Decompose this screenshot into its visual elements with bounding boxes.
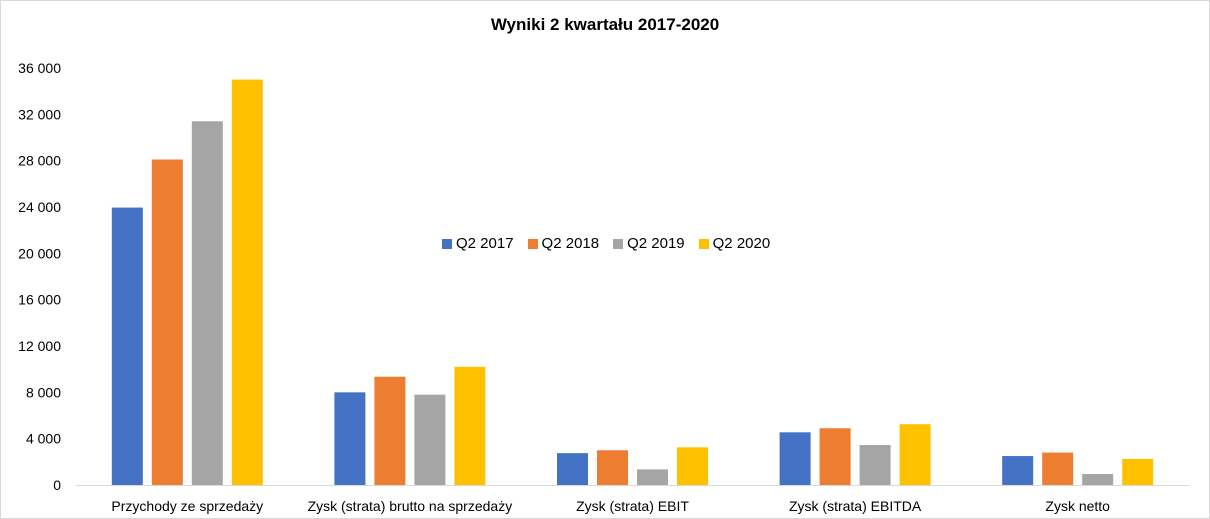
bar xyxy=(637,469,668,485)
bar xyxy=(414,394,446,485)
bar xyxy=(677,447,708,485)
y-tick-label: 4 000 xyxy=(26,431,61,447)
category-label: Zysk netto xyxy=(1045,498,1110,514)
legend-swatch xyxy=(442,238,452,249)
legend-item: Q2 2019 xyxy=(613,235,685,252)
x-axis: Przychody ze sprzedaży Zysk (strata) brut… xyxy=(76,485,1189,514)
bar xyxy=(1082,473,1114,485)
y-tick-label: 20 000 xyxy=(18,245,61,261)
bar xyxy=(191,121,223,486)
y-tick-label: 12 000 xyxy=(18,338,61,354)
legend-swatch xyxy=(613,238,624,249)
legend-item: Q2 2017 xyxy=(442,235,514,252)
bar xyxy=(334,392,366,485)
category-label: Zysk (strata) brutto na sprzedaży xyxy=(308,498,513,514)
legend-label: Q2 2020 xyxy=(712,235,771,252)
bar xyxy=(111,207,143,485)
y-tick-label: 36 000 xyxy=(18,60,61,76)
legend-label: Q2 2018 xyxy=(541,235,600,252)
chart-title: Wyniki 2 kwartału 2017-2020 xyxy=(490,15,720,34)
category-label: Zysk (strata) EBITDA xyxy=(789,498,922,514)
legend-label: Q2 2017 xyxy=(456,235,514,252)
y-tick-label: 8 000 xyxy=(26,384,61,400)
bar xyxy=(859,445,891,485)
bar xyxy=(1042,452,1074,485)
category-label: Przychody ze sprzedaży xyxy=(111,498,263,514)
bar xyxy=(1002,456,1034,485)
bar xyxy=(557,453,588,485)
y-tick-label: 28 000 xyxy=(18,153,61,169)
y-tick-label: 32 000 xyxy=(18,106,61,122)
legend-item: Q2 2020 xyxy=(698,235,771,252)
legend-label: Q2 2019 xyxy=(627,235,685,252)
legend-swatch xyxy=(698,238,709,249)
bar xyxy=(454,366,486,485)
bar xyxy=(819,428,851,485)
bar xyxy=(1122,458,1154,485)
legend-item: Q2 2018 xyxy=(527,235,600,252)
y-tick-label: 16 000 xyxy=(18,292,61,308)
legend: Q2 2017 Q2 2018 Q2 2019 Q2 2020 xyxy=(442,235,770,252)
bar xyxy=(899,424,931,485)
bar xyxy=(151,159,183,485)
legend-swatch xyxy=(527,238,538,249)
bar xyxy=(597,450,628,485)
y-axis: 0 4 000 8 000 12 000 16 000 20 000 24 000 28 00… xyxy=(18,60,61,493)
category-label: Zysk (strata) EBIT xyxy=(576,498,689,514)
bars xyxy=(111,79,1154,486)
bar xyxy=(374,376,406,485)
y-tick-label: 24 000 xyxy=(18,199,61,215)
bar xyxy=(231,79,263,485)
bar xyxy=(779,432,811,485)
y-tick-label: 0 xyxy=(53,477,61,493)
